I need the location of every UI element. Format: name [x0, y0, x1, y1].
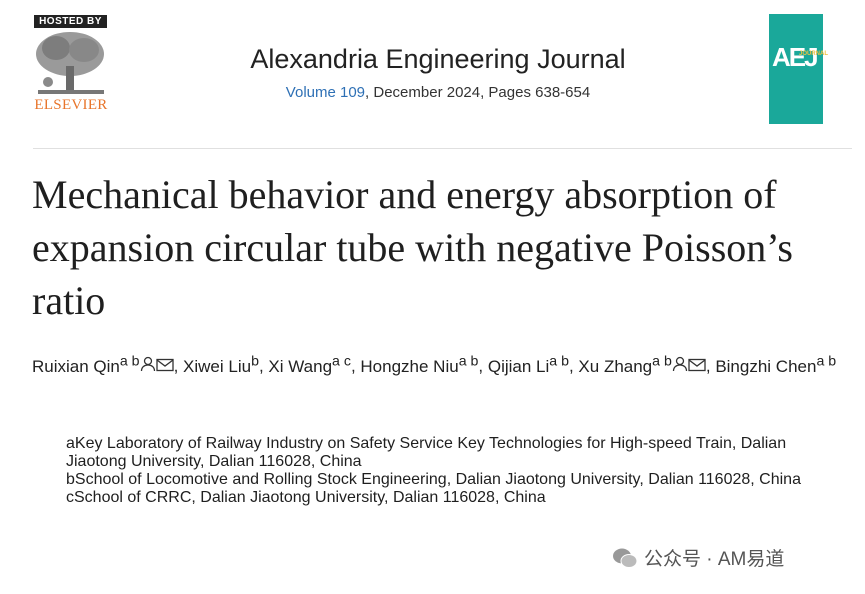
- author-affil: a b: [652, 353, 672, 369]
- volume-link[interactable]: Volume 109: [285, 84, 366, 101]
- author-name: Qijian Li: [487, 356, 550, 376]
- watermark: 公众号 · AM易道: [612, 544, 784, 571]
- affiliation-text: School of CRRC, Dalian Jiaotong Universi…: [74, 489, 546, 506]
- author[interactable]: Ruixian Qina b: [32, 353, 174, 376]
- separator: [33, 148, 852, 149]
- affiliation: cSchool of CRRC, Dalian Jiaotong Univers…: [66, 489, 826, 507]
- author[interactable]: Xu Zhanga b: [578, 353, 706, 376]
- author-name: Xu Zhang: [578, 356, 653, 376]
- hosted-by: HOSTED BY: [34, 15, 107, 28]
- affiliation: aKey Laboratory of Railway Industry on S…: [66, 435, 826, 471]
- separator: ,: [478, 356, 484, 376]
- publisher: ELSEVIER: [34, 97, 108, 113]
- article-title: Mechanical behavior and energy absorptio…: [32, 172, 793, 323]
- affiliation-label: c: [66, 489, 74, 506]
- issue-info: , December 2024, Pages 638-654: [365, 84, 591, 101]
- affiliation-text: Key Laboratory of Railway Industry on Sa…: [66, 435, 787, 470]
- separator: ,: [173, 356, 179, 376]
- email-icon[interactable]: [688, 358, 706, 372]
- affiliation-text: School of Locomotive and Rolling Stock E…: [74, 471, 801, 488]
- person-icon[interactable]: [140, 356, 156, 372]
- elsevier-tree: [36, 32, 104, 94]
- author-affil: a c: [332, 353, 351, 369]
- author[interactable]: Bingzhi Chena b: [715, 353, 836, 376]
- author-affil: a b: [119, 353, 140, 369]
- affiliation-label: a: [66, 435, 75, 452]
- watermark-text: 公众号 · AM易道: [644, 549, 785, 570]
- cover-letters: AEJ: [772, 42, 819, 72]
- author-affil: a b: [549, 353, 569, 369]
- author-list: Ruixian Qina b, Xiwei Liub, Xi Wanga c, …: [32, 346, 852, 382]
- author-name: Ruixian Qin: [32, 356, 120, 376]
- author[interactable]: Hongzhe Niua b: [360, 353, 478, 376]
- author-name: Xiwei Liu: [183, 356, 252, 376]
- author-affil: a b: [816, 353, 837, 369]
- affiliation: bSchool of Locomotive and Rolling Stock …: [66, 471, 826, 489]
- separator: ,: [258, 356, 264, 376]
- author[interactable]: Xi Wanga c: [268, 353, 351, 376]
- journal-name[interactable]: Alexandria Engineering Journal: [250, 44, 626, 74]
- issue-line: Volume 109, December 2024, Pages 638-654: [200, 84, 676, 101]
- author-name: Xi Wang: [268, 356, 333, 376]
- cover-word: JOURNAL: [799, 51, 829, 57]
- affiliation-list: aKey Laboratory of Railway Industry on S…: [66, 435, 826, 507]
- author-affil: b: [251, 353, 259, 369]
- wechat-icon: [613, 548, 638, 568]
- separator: ,: [705, 356, 711, 376]
- journal-cover[interactable]: AEJ JOURNAL: [769, 14, 828, 124]
- separator: ,: [568, 356, 574, 376]
- affiliation-label: b: [66, 471, 75, 488]
- author-name: Hongzhe Niu: [360, 356, 459, 376]
- author[interactable]: Qijian Lia b: [487, 353, 569, 376]
- author-name: Bingzhi Chen: [715, 356, 817, 376]
- email-icon[interactable]: [155, 358, 174, 372]
- person-icon[interactable]: [672, 356, 688, 372]
- author-affil: a b: [458, 353, 479, 369]
- separator: ,: [350, 356, 356, 376]
- author[interactable]: Xiwei Liub: [183, 353, 259, 376]
